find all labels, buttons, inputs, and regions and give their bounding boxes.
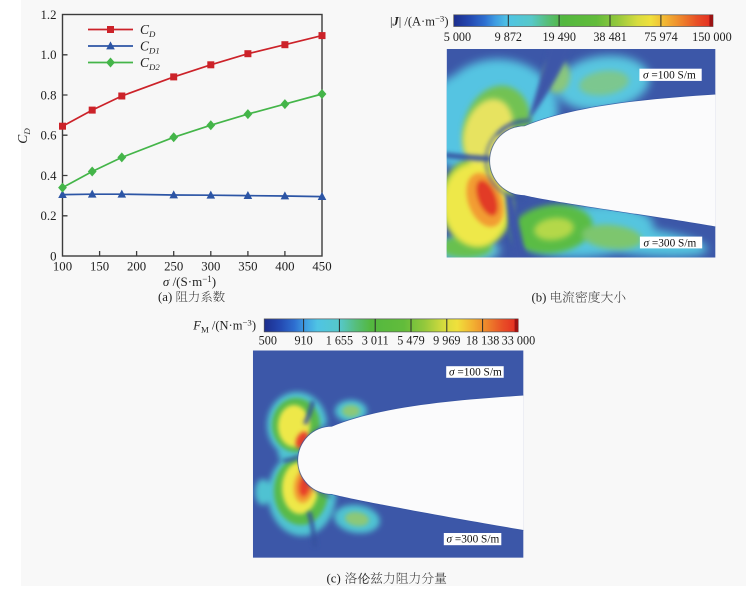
svg-text:1 655: 1 655 <box>326 334 353 348</box>
svg-text:9 969: 9 969 <box>433 334 460 348</box>
svg-text:0.8: 0.8 <box>41 88 57 102</box>
svg-text:5 000: 5 000 <box>444 30 471 44</box>
svg-text:0.2: 0.2 <box>41 209 57 223</box>
svg-text:350: 350 <box>238 260 257 274</box>
svg-text:18 138: 18 138 <box>466 334 500 348</box>
svg-text:75 974: 75 974 <box>644 30 678 44</box>
svg-text:100: 100 <box>53 260 72 274</box>
svg-text:σ =100 S/m: σ =100 S/m <box>449 367 502 379</box>
svg-text:9 872: 9 872 <box>495 30 522 44</box>
svg-text:500: 500 <box>259 334 277 348</box>
svg-text:(c): (c) <box>327 571 341 585</box>
svg-text:(b): (b) <box>532 290 547 304</box>
svg-text:3 011: 3 011 <box>362 334 389 348</box>
svg-text:200: 200 <box>127 260 146 274</box>
svg-text:450: 450 <box>312 260 331 274</box>
svg-text:910: 910 <box>294 334 312 348</box>
svg-text:150: 150 <box>90 260 109 274</box>
svg-text:1.0: 1.0 <box>41 48 57 62</box>
svg-text:σ =300 S/m: σ =300 S/m <box>644 237 697 249</box>
svg-text:0.4: 0.4 <box>41 169 58 183</box>
svg-text:0: 0 <box>50 249 56 263</box>
svg-text:250: 250 <box>164 260 183 274</box>
svg-text:19 490: 19 490 <box>542 30 576 44</box>
svg-text:150 000: 150 000 <box>692 30 732 44</box>
svg-text:(a): (a) <box>158 290 172 304</box>
svg-text:33 000: 33 000 <box>502 334 536 348</box>
svg-text:|J| /(A·m−3): |J| /(A·m−3) <box>390 14 449 29</box>
svg-text:FM /(N·m−3): FM /(N·m−3) <box>192 318 256 335</box>
svg-text:300: 300 <box>201 260 220 274</box>
svg-text:400: 400 <box>275 260 294 274</box>
svg-text:5 479: 5 479 <box>397 334 424 348</box>
svg-text:σ =300 S/m: σ =300 S/m <box>447 534 500 546</box>
svg-text:1.2: 1.2 <box>41 8 57 22</box>
svg-text:0.6: 0.6 <box>41 129 58 143</box>
svg-text:38 481: 38 481 <box>593 30 627 44</box>
svg-text:σ =100 S/m: σ =100 S/m <box>643 70 696 82</box>
